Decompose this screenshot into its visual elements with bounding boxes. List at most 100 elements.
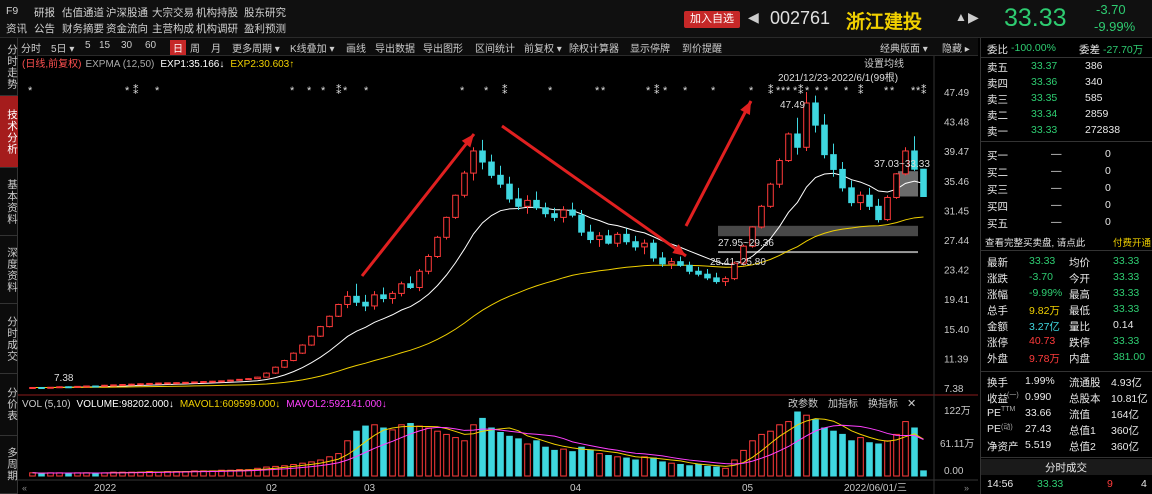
- event-marker[interactable]: *: [683, 85, 688, 97]
- candle[interactable]: [659, 252, 666, 267]
- toolbar-item[interactable]: 周: [190, 44, 200, 55]
- candle[interactable]: [47, 386, 54, 389]
- volume-button[interactable]: 改参数: [788, 397, 818, 410]
- top-menu-item[interactable]: 沪深股通: [106, 7, 148, 19]
- event-marker[interactable]: *: [663, 85, 668, 97]
- candle[interactable]: [533, 191, 540, 211]
- candle[interactable]: [578, 210, 585, 236]
- candle[interactable]: [542, 202, 549, 218]
- toolbar-item[interactable]: 画线: [346, 44, 366, 55]
- candle[interactable]: [173, 382, 180, 385]
- candle[interactable]: [623, 228, 630, 245]
- event-marker[interactable]: *: [815, 85, 820, 97]
- candle[interactable]: [749, 226, 756, 248]
- candle[interactable]: [875, 198, 882, 223]
- candle[interactable]: [506, 176, 513, 203]
- event-marker[interactable]: *: [749, 85, 754, 97]
- candle[interactable]: [713, 272, 720, 284]
- event-marker[interactable]: *: [824, 85, 829, 97]
- toolbar-item[interactable]: 15: [99, 40, 111, 51]
- candle[interactable]: [263, 372, 270, 378]
- candle[interactable]: [281, 359, 288, 368]
- event-marker[interactable]: *: [793, 85, 798, 97]
- hide-toggle[interactable]: 隐藏 ▸: [942, 44, 970, 55]
- candle[interactable]: [515, 187, 522, 211]
- candle[interactable]: [308, 335, 315, 346]
- candle[interactable]: [218, 380, 225, 383]
- candle[interactable]: [758, 204, 765, 229]
- event-marker[interactable]: *: [460, 85, 465, 97]
- toolbar-item[interactable]: 更多周期 ▾: [232, 44, 280, 55]
- event-marker[interactable]: *: [321, 85, 326, 97]
- candle[interactable]: [866, 187, 873, 211]
- candle[interactable]: [38, 386, 45, 389]
- layout-select[interactable]: 经典版面 ▾: [880, 44, 928, 55]
- candle[interactable]: [146, 382, 153, 385]
- candle[interactable]: [848, 180, 855, 207]
- candle[interactable]: [74, 385, 81, 388]
- candle[interactable]: [299, 344, 306, 354]
- event-marker[interactable]: *: [884, 85, 889, 97]
- candle[interactable]: [245, 378, 252, 381]
- event-marker[interactable]: ⁑: [133, 84, 139, 97]
- toolbar-item[interactable]: 导出图形: [423, 44, 463, 55]
- event-marker[interactable]: ⁑: [798, 84, 804, 97]
- candle[interactable]: [461, 170, 468, 198]
- toolbar-item[interactable]: 区间统计: [475, 44, 515, 55]
- top-menu-item[interactable]: 主营构成: [152, 23, 194, 35]
- candle[interactable]: [740, 244, 747, 266]
- candle[interactable]: [362, 294, 369, 312]
- scroll-left-icon[interactable]: «: [22, 483, 27, 493]
- toolbar-item[interactable]: 除权计算器: [569, 44, 619, 55]
- top-menu-item[interactable]: 盈利预测: [244, 23, 286, 35]
- candle[interactable]: [695, 266, 702, 277]
- candle[interactable]: [596, 232, 603, 247]
- event-marker[interactable]: *: [844, 85, 849, 97]
- candle[interactable]: [452, 194, 459, 219]
- event-marker[interactable]: *: [911, 85, 916, 97]
- toolbar-item[interactable]: 5日 ▾: [51, 44, 75, 55]
- candle[interactable]: [272, 366, 279, 374]
- candle[interactable]: [560, 206, 567, 223]
- candle[interactable]: [443, 216, 450, 240]
- candle[interactable]: [164, 382, 171, 385]
- candle[interactable]: [110, 384, 117, 387]
- candle[interactable]: [857, 191, 864, 211]
- event-marker[interactable]: *: [290, 85, 295, 97]
- candle[interactable]: [200, 381, 207, 384]
- top-menu-item[interactable]: 机构调研: [196, 23, 238, 35]
- candle[interactable]: [650, 239, 657, 262]
- event-marker[interactable]: ⁑: [921, 84, 927, 97]
- candle[interactable]: [884, 195, 891, 222]
- top-menu-item[interactable]: 估值通道: [62, 7, 104, 19]
- event-marker[interactable]: *: [364, 85, 369, 97]
- top-menu-item[interactable]: 资讯: [6, 23, 27, 35]
- add-watchlist-button[interactable]: 加入自选: [684, 11, 740, 28]
- event-marker[interactable]: *: [890, 85, 895, 97]
- top-menu-item[interactable]: 机构持股: [196, 7, 238, 19]
- top-menu-item[interactable]: 研报: [34, 7, 55, 19]
- candle[interactable]: [371, 291, 378, 310]
- candle[interactable]: [425, 254, 432, 275]
- candle[interactable]: [524, 195, 531, 214]
- event-marker[interactable]: *: [548, 85, 553, 97]
- candle[interactable]: [470, 147, 477, 181]
- top-menu-item[interactable]: 股东研究: [244, 7, 286, 19]
- ma-settings-button[interactable]: 设置均线: [864, 57, 904, 70]
- event-marker[interactable]: *: [776, 85, 781, 97]
- candle[interactable]: [254, 376, 261, 380]
- event-marker[interactable]: *: [805, 85, 810, 97]
- candle[interactable]: [119, 384, 126, 387]
- candle[interactable]: [434, 235, 441, 258]
- candle[interactable]: [641, 239, 648, 255]
- event-marker[interactable]: ⁑: [768, 84, 774, 97]
- candle[interactable]: [209, 380, 216, 383]
- side-tab[interactable]: 分价表: [0, 374, 18, 436]
- scroll-right-icon[interactable]: »: [964, 483, 969, 493]
- event-marker[interactable]: *: [916, 85, 921, 97]
- candle[interactable]: [83, 385, 90, 388]
- candle[interactable]: [155, 382, 162, 385]
- top-menu-item[interactable]: 公告: [34, 23, 55, 35]
- candle[interactable]: [605, 229, 612, 245]
- event-marker[interactable]: *: [781, 85, 786, 97]
